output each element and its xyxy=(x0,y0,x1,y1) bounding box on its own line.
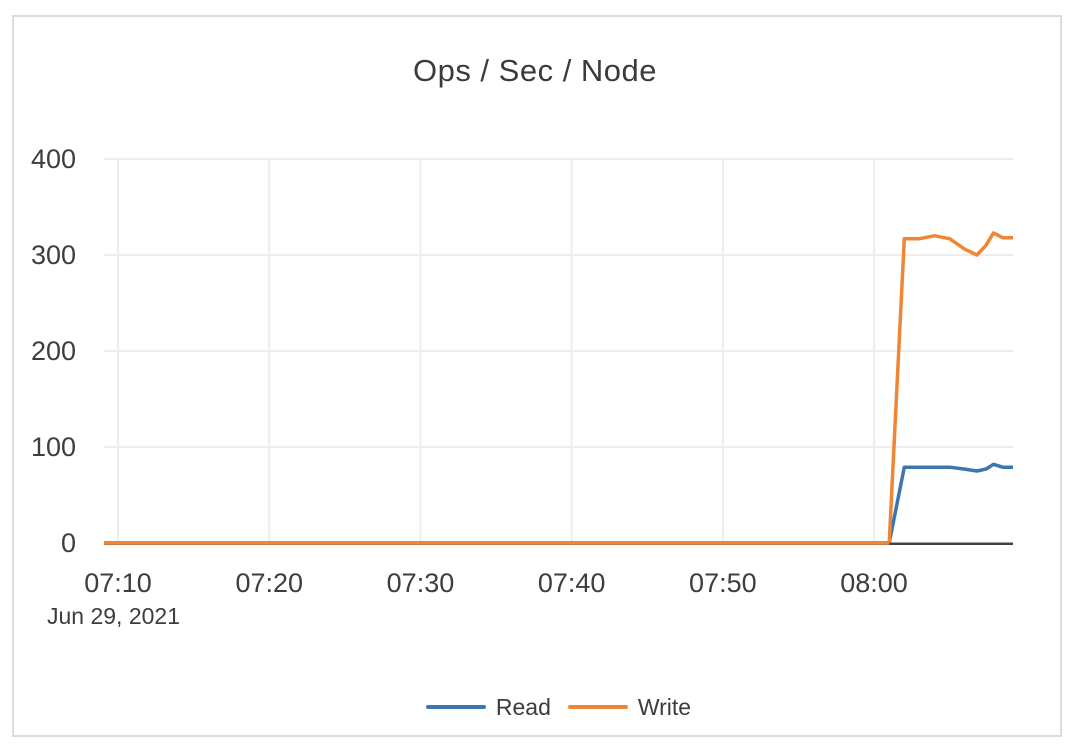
x-axis-tick-label: 08:00 xyxy=(840,568,908,598)
chart-title: Ops / Sec / Node xyxy=(412,53,658,88)
legend-label-read: Read xyxy=(495,694,551,720)
read-line-swatch-icon xyxy=(425,705,486,709)
legend-item-write[interactable]: Write xyxy=(567,694,692,720)
write-series-line[interactable] xyxy=(104,231,1013,545)
y-axis-tick-label: 200 xyxy=(30,335,76,366)
x-axis-tick-label: 07:10 xyxy=(84,568,152,598)
y-axis-tick-label: 300 xyxy=(30,239,76,270)
legend: Read Write xyxy=(104,692,1013,722)
y-axis-tick-label: 100 xyxy=(30,431,76,462)
legend-item-read[interactable]: Read xyxy=(425,694,551,720)
x-axis-tick-label: 07:30 xyxy=(386,568,455,598)
x-axis-tick-label: 07:40 xyxy=(537,568,606,598)
read-series-line[interactable] xyxy=(104,462,1013,545)
legend-label-write: Write xyxy=(637,694,692,720)
x-axis-date-label: Jun 29, 2021 xyxy=(47,603,181,629)
chart-card xyxy=(12,15,1062,737)
x-axis-tick-label: 07:50 xyxy=(689,568,757,598)
write-line-swatch-icon xyxy=(567,705,628,709)
x-axis-tick-label: 07:20 xyxy=(235,568,304,598)
y-axis-tick-label: 0 xyxy=(60,527,76,558)
y-axis-tick-label: 400 xyxy=(30,143,76,174)
